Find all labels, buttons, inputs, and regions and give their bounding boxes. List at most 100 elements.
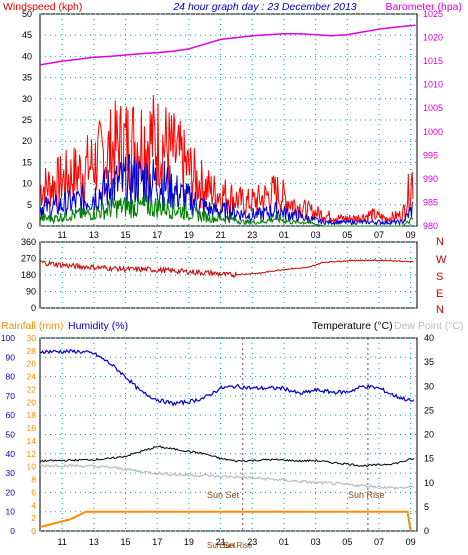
humidity-scale-tick-label: 22 xyxy=(27,384,37,394)
x-tick-label-bottom: 15 xyxy=(121,537,131,547)
windspeed-tick-label: 40 xyxy=(22,51,32,61)
wind-direction-line xyxy=(39,259,414,279)
humidity-scale-tick-label: 30 xyxy=(27,333,37,343)
sunset-label: Sun Set xyxy=(207,490,240,500)
rainfall-line xyxy=(39,510,412,532)
barometer-tick-label: 1010 xyxy=(423,80,443,90)
x-tick-label-top: 13 xyxy=(89,230,99,240)
direction-tick-label: 270 xyxy=(21,254,36,264)
humidity-scale-tick-label: 8 xyxy=(31,475,36,485)
rainfall-axis-title: Rainfall (mm) xyxy=(1,320,63,332)
humidity-scale-tick-label: 12 xyxy=(27,449,37,459)
rainfall-scale-tick-label: 70 xyxy=(6,391,16,401)
humidity-scale-tick-label: 28 xyxy=(27,346,37,356)
x-tick-label-bottom: 17 xyxy=(152,537,162,547)
barometer-axis-title: Barometer (hpa) xyxy=(386,1,462,13)
rainfall-scale-tick-label: 0 xyxy=(10,526,15,536)
windspeed-tick-label: 45 xyxy=(22,30,32,40)
direction-letter: S xyxy=(436,271,443,283)
humidity-scale-tick-label: 10 xyxy=(27,462,37,472)
temperature-tick-label: 35 xyxy=(424,357,434,367)
humidity-scale-tick-label: 18 xyxy=(27,410,37,420)
x-tick-label-bottom: 07 xyxy=(374,537,384,547)
humidity-scale-tick-label: 0 xyxy=(31,526,36,536)
temperature-tick-label: 30 xyxy=(424,381,434,391)
x-tick-label-top: 15 xyxy=(121,230,131,240)
x-tick-label-top: 11 xyxy=(58,230,67,240)
temperature-line xyxy=(39,445,415,468)
x-tick-label-bottom: 21 xyxy=(216,537,226,547)
rainfall-scale-tick-label: 40 xyxy=(6,449,16,459)
wind-low-line xyxy=(39,195,414,227)
windspeed-tick-label: 5 xyxy=(27,200,32,210)
x-tick-label-top: 19 xyxy=(184,230,194,240)
barometer-tick-label: 1025 xyxy=(423,9,443,19)
direction-letter: E xyxy=(436,288,443,300)
x-tick-label-bottom: 11 xyxy=(58,537,67,547)
barometer-tick-label: 1015 xyxy=(423,56,443,66)
windspeed-tick-label: 35 xyxy=(22,73,32,83)
barometer-tick-label: 1000 xyxy=(423,127,443,137)
windspeed-tick-label: 30 xyxy=(22,94,32,104)
humidity-scale-tick-label: 14 xyxy=(27,436,37,446)
direction-letter: N xyxy=(436,236,444,248)
x-tick-label-bottom: 01 xyxy=(279,537,289,547)
humidity-scale-tick-label: 24 xyxy=(27,372,37,382)
x-tick-label-top: 07 xyxy=(374,230,384,240)
x-tick-label-top: 05 xyxy=(342,230,352,240)
x-tick-label-bottom: 03 xyxy=(311,537,321,547)
temperature-tick-label: 40 xyxy=(424,333,434,343)
barometer-tick-label: 1020 xyxy=(423,33,443,43)
direction-tick-label: 90 xyxy=(26,287,36,297)
barometer-tick-label: 990 xyxy=(423,174,438,184)
direction-tick-label: 360 xyxy=(21,237,36,247)
humidity-scale-tick-label: 4 xyxy=(31,500,36,510)
humidity-scale-tick-label: 6 xyxy=(31,487,36,497)
x-tick-label-bottom: 09 xyxy=(406,537,416,547)
dewpoint-axis-title: Dew Point (°C) xyxy=(394,320,464,332)
sunrise-label: Sun Rise xyxy=(348,490,385,500)
temperature-tick-label: 5 xyxy=(424,502,429,512)
rainfall-scale-tick-label: 100 xyxy=(1,333,15,343)
direction-letter: W xyxy=(436,254,447,266)
windspeed-axis-title: Windspeed (kph) xyxy=(3,1,82,13)
direction-letter: N xyxy=(436,304,444,316)
rainfall-scale-tick-label: 60 xyxy=(6,410,16,420)
rainfall-scale-tick-label: 20 xyxy=(6,487,16,497)
humidity-scale-tick-label: 20 xyxy=(27,397,37,407)
x-tick-label-top: 03 xyxy=(311,230,321,240)
direction-tick-label: 180 xyxy=(21,270,36,280)
rainfall-scale-tick-label: 50 xyxy=(6,430,16,440)
x-tick-label-top: 21 xyxy=(216,230,226,240)
barometer-tick-label: 995 xyxy=(423,150,438,160)
wind-average-line xyxy=(39,153,414,227)
rainfall-scale-tick-label: 80 xyxy=(6,372,16,382)
x-tick-label-top: 09 xyxy=(406,230,416,240)
barometer-tick-label: 985 xyxy=(423,197,438,207)
humidity-scale-tick-label: 2 xyxy=(31,513,36,523)
humidity-line xyxy=(39,348,415,407)
x-tick-label-bottom: 05 xyxy=(342,537,352,547)
x-tick-label-top: 17 xyxy=(152,230,162,240)
dew-point-line xyxy=(39,463,415,491)
x-tick-label-bottom: 13 xyxy=(89,537,99,547)
windspeed-tick-label: 15 xyxy=(22,157,32,167)
windspeed-tick-label: 0 xyxy=(27,221,32,231)
x-tick-label-bottom: 19 xyxy=(184,537,194,547)
temperature-tick-label: 10 xyxy=(424,478,434,488)
chart-title: 24 hour graph day : 23 December 2013 xyxy=(172,1,356,13)
rainfall-scale-tick-label: 30 xyxy=(6,468,16,478)
direction-tick-label: 0 xyxy=(31,303,36,313)
windspeed-tick-label: 50 xyxy=(22,9,32,19)
barometer-line xyxy=(39,24,416,66)
temperature-tick-label: 0 xyxy=(424,526,429,536)
rainfall-scale-tick-label: 10 xyxy=(6,507,16,517)
temperature-tick-label: 15 xyxy=(424,454,434,464)
temperature-axis-title: Temperature (°C) xyxy=(312,320,393,332)
x-tick-label-bottom: 23 xyxy=(247,537,257,547)
x-tick-label-top: 23 xyxy=(247,230,257,240)
windspeed-tick-label: 10 xyxy=(22,179,32,189)
humidity-scale-tick-label: 26 xyxy=(27,359,37,369)
